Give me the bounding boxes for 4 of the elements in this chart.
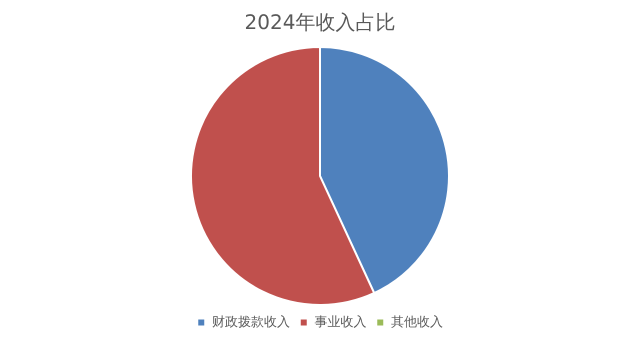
legend-label: 其他收入 [390, 314, 443, 330]
legend-label: 事业收入 [314, 314, 366, 330]
chart-title: 2024年收入占比 [244, 10, 396, 34]
legend-label: 财政拨款收入 [212, 314, 290, 330]
